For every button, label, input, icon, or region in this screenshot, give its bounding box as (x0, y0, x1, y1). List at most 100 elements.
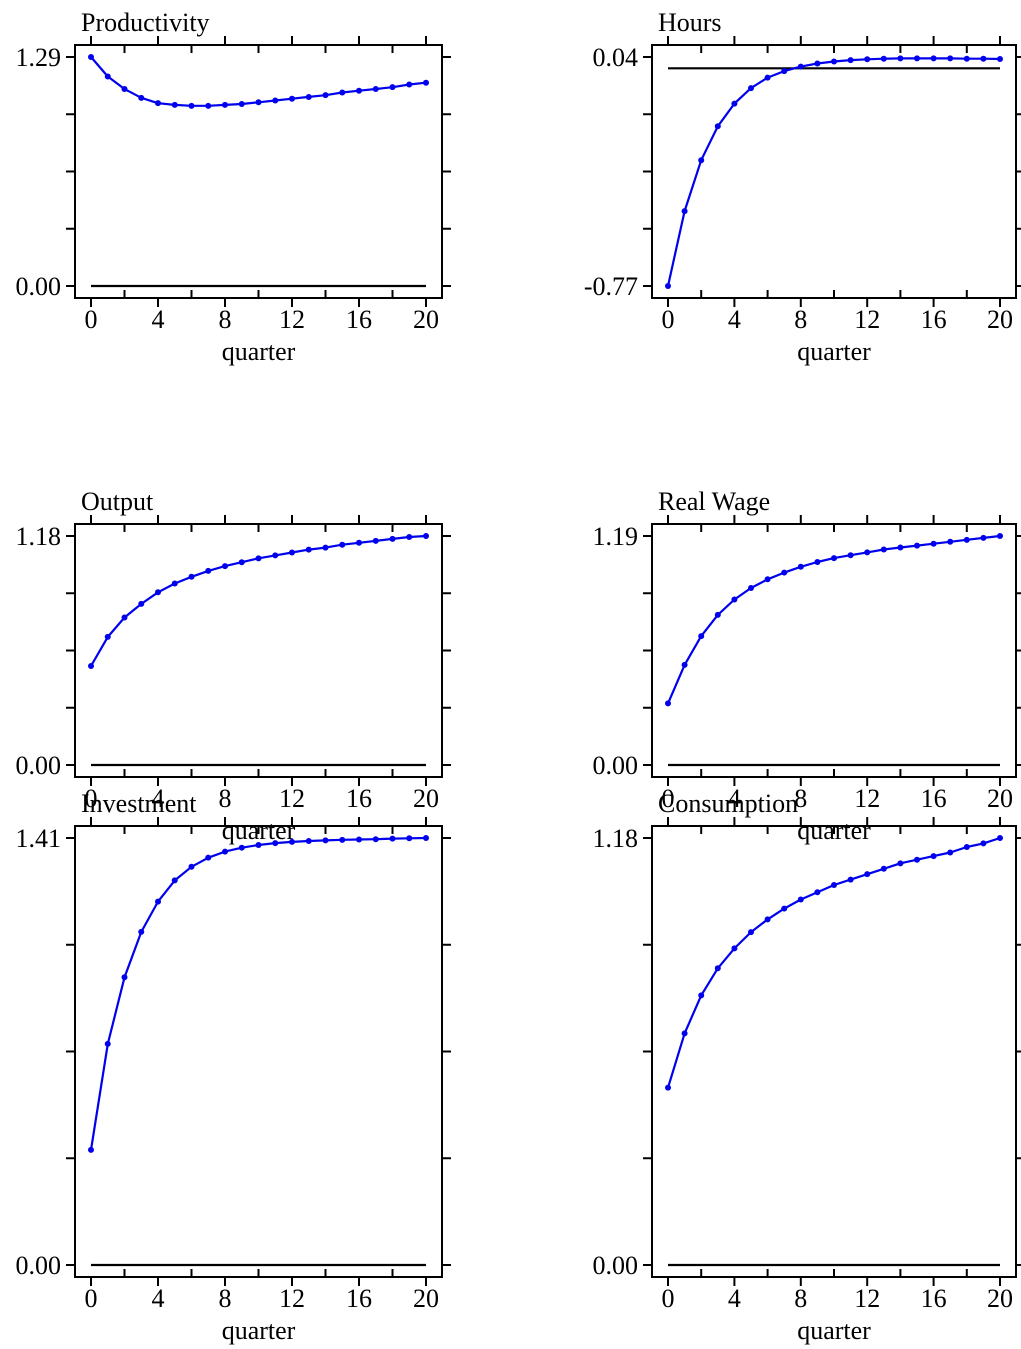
x-tick-label: 12 (279, 784, 305, 813)
x-tick-label: 0 (85, 305, 98, 334)
x-tick-label: 4 (728, 1284, 741, 1313)
data-point (322, 837, 329, 844)
data-point (914, 55, 920, 62)
panel-title: Consumption (658, 789, 798, 818)
data-point (171, 101, 178, 108)
data-point (104, 73, 111, 80)
data-point (289, 549, 295, 556)
data-point (681, 208, 688, 215)
x-axis-label: quarter (222, 337, 296, 366)
data-point (781, 905, 788, 912)
data-point (864, 549, 871, 556)
x-tick-label: 4 (728, 305, 741, 334)
data-point (897, 544, 904, 551)
data-point (897, 55, 904, 62)
plot-frame (74, 523, 443, 778)
data-point (731, 100, 738, 107)
data-point (389, 535, 396, 542)
data-point (880, 55, 887, 62)
x-axis-label: quarter (797, 337, 871, 366)
data-point (797, 63, 804, 70)
data-point (731, 945, 738, 952)
data-point (847, 552, 854, 559)
data-point (930, 540, 937, 547)
data-point (389, 84, 396, 91)
x-tick-label: 12 (854, 305, 880, 334)
y-tick-label-min: 0.00 (593, 751, 639, 780)
data-point (322, 92, 329, 99)
data-point (930, 55, 937, 62)
data-point (372, 537, 379, 544)
data-point (897, 860, 904, 867)
x-tick-label: 12 (279, 305, 305, 334)
x-tick-label: 8 (794, 1284, 807, 1313)
data-point (665, 700, 671, 707)
data-point (255, 555, 262, 562)
x-tick-label: 20 (987, 305, 1013, 334)
x-tick-label: 20 (987, 1284, 1013, 1313)
data-point (356, 539, 362, 546)
data-point (681, 661, 688, 668)
x-tick-label: 0 (85, 784, 98, 813)
data-point (781, 569, 788, 576)
data-point (222, 101, 228, 108)
plot-frame (74, 825, 443, 1278)
data-point (831, 58, 837, 65)
data-point (914, 856, 920, 863)
data-point (104, 633, 111, 640)
data-point (864, 56, 871, 63)
data-point (714, 965, 721, 972)
x-tick-label: 16 (921, 305, 947, 334)
data-point (963, 536, 970, 543)
data-point (255, 841, 262, 848)
x-tick-label: 20 (987, 784, 1013, 813)
data-point (847, 57, 854, 64)
data-point (238, 559, 245, 566)
data-point (831, 555, 837, 562)
y-tick-label-max: 1.41 (16, 824, 62, 853)
data-point (155, 898, 161, 905)
x-tick-label: 0 (662, 784, 675, 813)
x-tick-label: 20 (413, 784, 439, 813)
data-point (797, 896, 804, 903)
data-point (238, 101, 245, 108)
x-tick-label: 4 (152, 784, 165, 813)
y-tick-label-max: 1.18 (16, 522, 62, 551)
y-tick-label-min: 0.00 (16, 751, 62, 780)
data-point (731, 596, 738, 603)
x-tick-label: 8 (794, 784, 807, 813)
data-point (963, 55, 970, 62)
data-point (831, 882, 837, 889)
data-point (947, 538, 954, 545)
data-point (88, 1146, 94, 1153)
x-axis-label: quarter (797, 1316, 871, 1345)
data-point (171, 580, 178, 587)
y-tick-label-max: 0.04 (593, 43, 639, 72)
data-point (188, 102, 195, 109)
y-tick-label-min: 0.00 (16, 1251, 62, 1280)
data-point (748, 584, 754, 591)
data-point (272, 840, 279, 847)
data-point (847, 876, 854, 883)
data-point (305, 546, 312, 553)
data-point (389, 835, 396, 842)
data-point (305, 838, 312, 845)
data-point (406, 533, 413, 540)
plot-frame (651, 825, 1017, 1278)
series-line (89, 836, 427, 1151)
data-point (764, 916, 771, 923)
x-axis-label: quarter (222, 1316, 296, 1345)
data-point (88, 663, 94, 670)
data-point (698, 633, 705, 640)
data-point (930, 853, 937, 860)
x-tick-label: 8 (219, 1284, 232, 1313)
data-point (272, 97, 279, 104)
data-point (997, 835, 1003, 841)
data-point (322, 544, 329, 551)
y-tick-label-min: 0.00 (593, 1251, 639, 1280)
data-point (423, 835, 429, 841)
data-point (222, 848, 228, 855)
data-point (797, 563, 804, 570)
y-tick-label-max: 1.19 (593, 522, 639, 551)
